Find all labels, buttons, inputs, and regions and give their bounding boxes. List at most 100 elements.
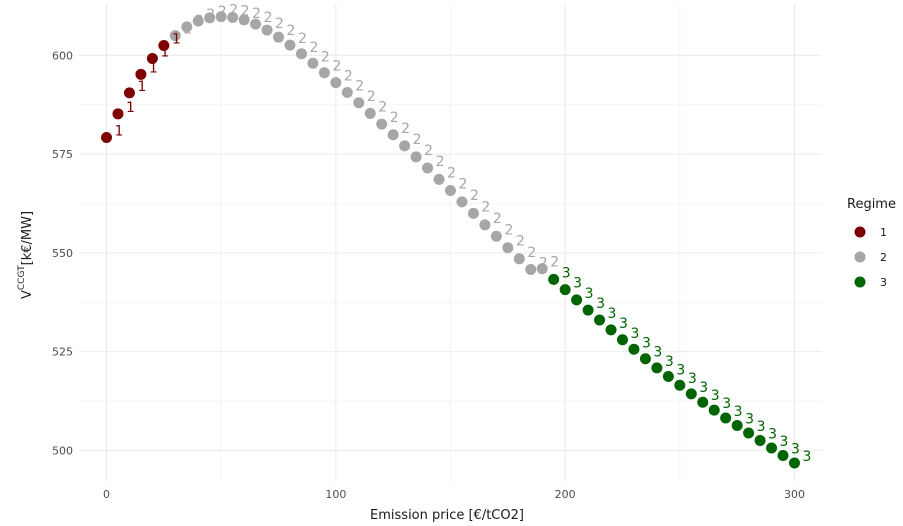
legend-key xyxy=(854,251,866,263)
data-point xyxy=(720,412,732,424)
data-point-label: 1 xyxy=(172,31,181,47)
data-point-label: 3 xyxy=(734,404,743,420)
data-point xyxy=(101,132,113,144)
data-point xyxy=(261,24,273,36)
x-tick-label: 300 xyxy=(784,488,805,501)
data-point-label: 3 xyxy=(596,296,605,312)
data-point-label: 2 xyxy=(183,22,192,38)
data-point xyxy=(559,284,571,296)
data-point-label: 3 xyxy=(780,434,789,450)
data-point xyxy=(766,442,778,454)
data-point xyxy=(502,242,514,254)
data-point-label: 2 xyxy=(470,188,479,204)
data-point xyxy=(456,196,468,208)
data-point xyxy=(204,12,216,24)
y-tick-label: 525 xyxy=(52,346,73,359)
data-point-label: 3 xyxy=(653,345,662,361)
data-point xyxy=(674,379,686,391)
y-tick-label: 600 xyxy=(52,49,73,62)
data-point xyxy=(697,396,709,408)
data-point xyxy=(112,108,124,120)
data-point-label: 3 xyxy=(711,388,720,404)
y-axis-title-superscript: CCGT xyxy=(17,265,27,290)
x-axis-ticks: 0 100 200 300 xyxy=(103,488,805,501)
data-point-label: 3 xyxy=(802,449,811,465)
data-point xyxy=(410,151,422,163)
data-point xyxy=(284,39,296,51)
data-point-label: 2 xyxy=(447,165,456,181)
data-point-label: 2 xyxy=(241,3,250,19)
data-point xyxy=(548,273,560,285)
data-point xyxy=(571,294,583,306)
data-point xyxy=(490,230,502,242)
data-point-label: 3 xyxy=(745,412,754,428)
legend-label: 3 xyxy=(880,276,887,289)
data-point-label: 2 xyxy=(367,89,376,105)
data-point-label: 3 xyxy=(699,380,708,396)
data-point-label: 3 xyxy=(642,335,651,351)
data-point xyxy=(341,86,353,98)
data-point-label: 3 xyxy=(608,306,617,322)
x-axis-title: Emission price [€/tCO2] xyxy=(370,508,524,523)
data-point xyxy=(467,207,479,219)
data-point xyxy=(594,314,606,326)
data-point xyxy=(353,97,365,109)
data-point xyxy=(651,362,663,374)
data-point xyxy=(215,11,227,23)
data-point xyxy=(433,173,445,185)
data-point-label: 2 xyxy=(481,199,490,215)
y-tick-label: 500 xyxy=(52,444,73,457)
x-tick-label: 100 xyxy=(325,488,346,501)
data-point-label: 3 xyxy=(768,427,777,443)
data-point-label: 3 xyxy=(665,354,674,370)
data-point xyxy=(364,107,376,119)
data-point xyxy=(605,324,617,336)
data-point xyxy=(754,435,766,447)
y-axis-title-base: V xyxy=(20,290,35,299)
data-point xyxy=(238,14,250,26)
data-point-label: 3 xyxy=(757,419,766,435)
data-point xyxy=(192,15,204,27)
data-point xyxy=(376,118,388,130)
legend-key xyxy=(854,276,866,288)
data-point-label: 2 xyxy=(539,255,548,271)
data-point-label: 2 xyxy=(229,3,238,19)
data-point xyxy=(135,68,147,80)
data-point xyxy=(536,263,548,275)
data-point xyxy=(639,353,651,365)
data-point-label: 2 xyxy=(355,78,364,94)
data-point-label: 3 xyxy=(573,276,582,292)
data-point-label: 2 xyxy=(413,132,422,148)
data-point-label: 2 xyxy=(493,211,502,227)
data-point-label: 2 xyxy=(459,176,468,192)
data-point-label: 2 xyxy=(550,255,559,271)
data-point xyxy=(399,140,411,152)
data-point-label: 3 xyxy=(688,371,697,387)
data-point-label: 3 xyxy=(585,286,594,302)
data-point-label: 2 xyxy=(344,69,353,85)
data-point xyxy=(616,334,628,346)
data-point xyxy=(513,253,525,265)
data-point xyxy=(146,53,158,65)
data-point xyxy=(273,31,285,43)
data-point-label: 2 xyxy=(206,7,215,23)
data-point xyxy=(445,184,456,196)
data-point xyxy=(582,304,594,316)
svg-text:VCCGT[k€/MW]: VCCGT[k€/MW] xyxy=(17,211,35,299)
data-point-label: 2 xyxy=(321,49,330,65)
legend: Regime 1 2 3 xyxy=(847,197,896,289)
data-point xyxy=(525,263,537,275)
data-point-label: 2 xyxy=(298,31,307,47)
data-point xyxy=(318,67,330,79)
data-point-label: 2 xyxy=(309,40,318,56)
y-axis-title-unit: [k€/MW] xyxy=(20,211,35,265)
data-point-label: 2 xyxy=(264,10,273,26)
data-point xyxy=(731,420,743,432)
data-point xyxy=(422,162,434,174)
data-point xyxy=(628,343,640,355)
y-tick-label: 575 xyxy=(52,148,73,161)
data-point-label: 2 xyxy=(378,99,387,115)
data-point-label: 1 xyxy=(149,60,158,76)
data-point xyxy=(330,77,342,89)
